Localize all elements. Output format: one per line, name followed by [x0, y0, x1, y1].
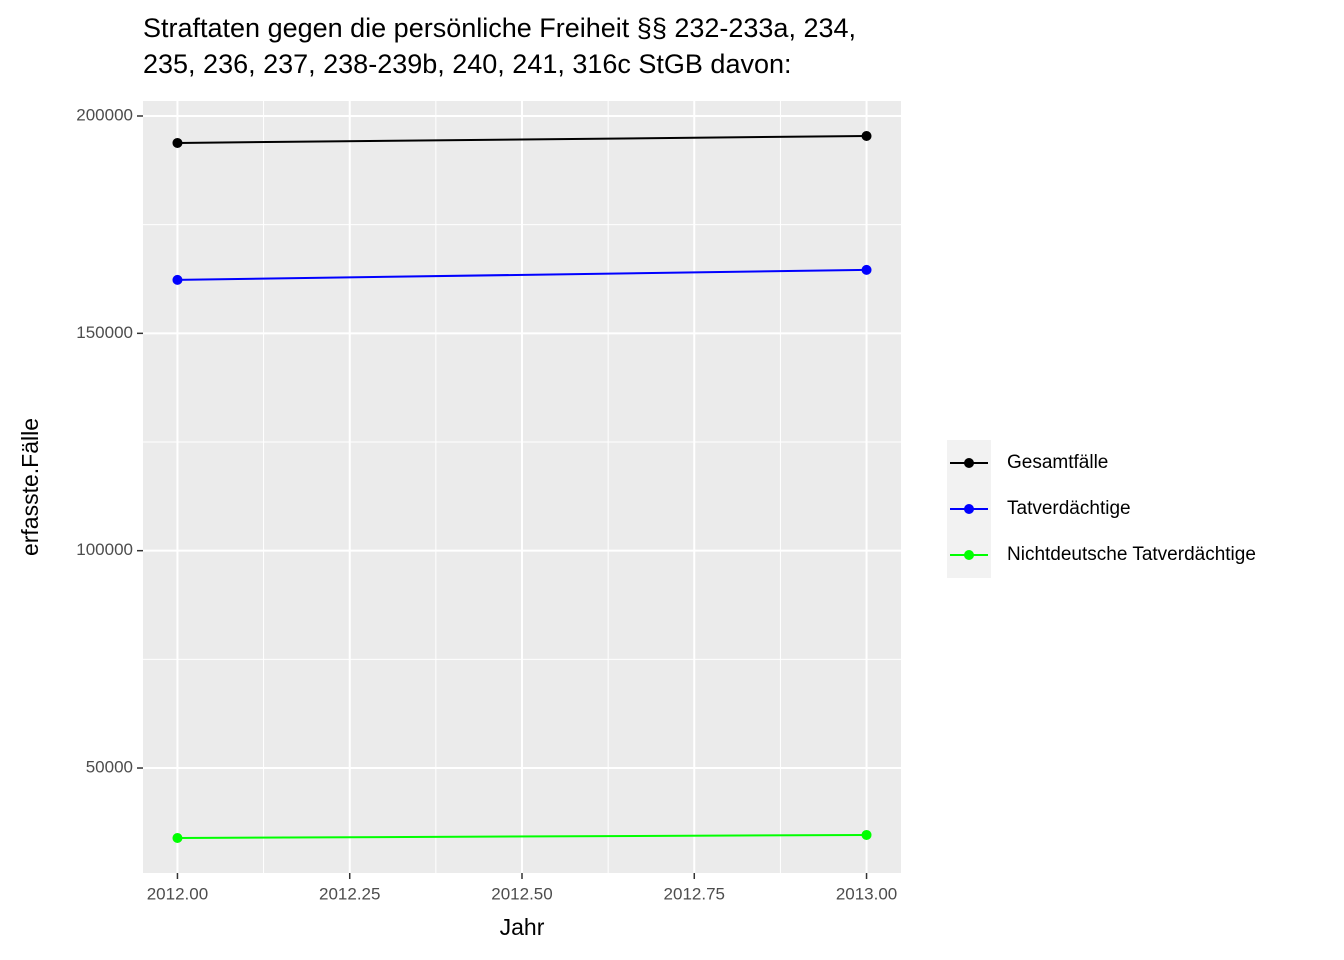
x-tick-label: 2012.75	[664, 884, 725, 903]
data-point	[861, 829, 872, 840]
legend-label: Nichtdeutsche Tatverdächtige	[1007, 544, 1256, 565]
y-tick-label: 150000	[76, 323, 133, 342]
x-tick-label: 2012.25	[319, 884, 380, 903]
x-tick-label: 2012.00	[147, 884, 208, 903]
series-line	[177, 268, 867, 281]
y-tick-label: 200000	[76, 105, 133, 124]
x-tick-label: 2012.50	[491, 884, 552, 903]
chart-title: 235, 236, 237, 238-239b, 240, 241, 316c …	[143, 49, 792, 79]
chart-title: Straftaten gegen die persönliche Freihei…	[143, 13, 856, 43]
series-line	[177, 134, 867, 144]
y-tick-label: 50000	[86, 758, 133, 777]
y-tick-label: 100000	[76, 540, 133, 559]
legend-key	[964, 550, 974, 560]
legend-key	[964, 504, 974, 514]
x-tick-label: 2013.00	[836, 884, 897, 903]
series-line	[177, 833, 867, 840]
x-axis-label: Jahr	[500, 914, 545, 940]
data-point	[172, 274, 183, 285]
legend-label: Tatverdächtige	[1007, 498, 1131, 519]
data-point	[172, 833, 183, 844]
data-point	[172, 137, 183, 148]
legend-label: Gesamtfälle	[1007, 452, 1108, 473]
y-axis-label: erfasste.Fälle	[17, 418, 43, 556]
legend-key	[964, 458, 974, 468]
data-point	[861, 264, 872, 275]
data-point	[861, 130, 872, 141]
